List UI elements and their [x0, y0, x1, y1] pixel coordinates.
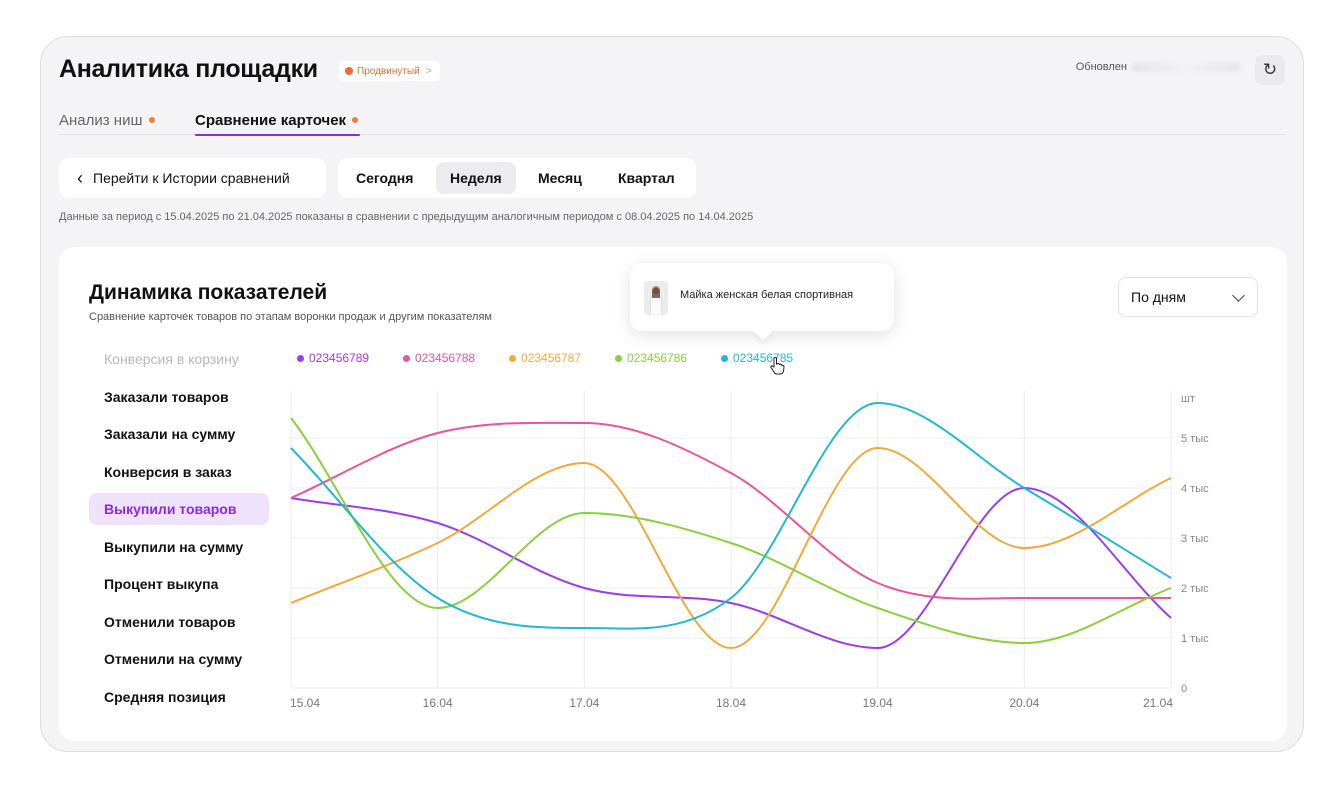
x-tick-label: 21.04: [1143, 696, 1173, 710]
legend-item[interactable]: 023456787: [509, 351, 581, 365]
plan-dot-icon: [345, 67, 353, 75]
metric-item[interactable]: Отменили на сумму: [104, 651, 243, 667]
app-window: Аналитика площадки Продвинутый > Обновле…: [40, 36, 1304, 752]
series-line[interactable]: [290, 446, 1172, 650]
tab-label: Сравнение карточек: [195, 111, 347, 129]
history-button[interactable]: ‹ Перейти к Истории сравнений: [59, 158, 326, 198]
legend-dot-icon: [509, 354, 516, 362]
tab-niche-analysis[interactable]: Анализ ниш: [59, 107, 155, 133]
metric-item[interactable]: Конверсия в корзину: [104, 351, 239, 367]
series-line[interactable]: [290, 417, 1172, 645]
plan-badge[interactable]: Продвинутый >: [339, 61, 440, 81]
x-tick-label: 20.04: [1009, 696, 1039, 710]
chevron-left-icon: ‹: [77, 168, 83, 188]
legend-label: 023456789: [309, 351, 370, 365]
y-tick-label: 4 тыс: [1181, 483, 1209, 495]
metric-item[interactable]: Средняя позиция: [104, 688, 226, 705]
series-line[interactable]: [290, 421, 1171, 600]
metric-item[interactable]: Выкупили на сумму: [104, 538, 244, 555]
new-indicator-dot: [352, 117, 359, 123]
updated-value-blurred: [1131, 62, 1241, 72]
refresh-icon: ↻: [1262, 60, 1278, 79]
y-tick-label: 2 тыс: [1181, 583, 1209, 595]
metric-item[interactable]: Отменили товаров: [104, 613, 236, 630]
tab-bar: Анализ ниш Сравнение карточек: [59, 103, 1285, 136]
line-chart: шт 0 1 тыс 2 тыс 3 тыс 4 тыс 5 тыс 15.04 16.04 17…: [290, 391, 1209, 710]
metrics-card: Динамика показателей Сравнение карточек …: [59, 247, 1287, 741]
hand-cursor-icon: [769, 357, 785, 380]
card-subtitle: Сравнение карточек товаров по этапам вор…: [89, 311, 492, 323]
x-tick-label: 18.04: [716, 696, 746, 710]
y-tick-label: 0: [1181, 683, 1187, 695]
updated-status: Обновлен: [1076, 61, 1241, 73]
tooltip-product-name: Майка женская белая спортивная: [680, 289, 854, 301]
new-indicator-dot: [148, 117, 155, 123]
metric-item[interactable]: Процент выкупа: [104, 576, 219, 592]
legend-label: 023456787: [521, 351, 582, 365]
legend-dot-icon: [721, 354, 728, 362]
legend-dot-icon: [615, 354, 622, 362]
history-button-label: Перейти к Истории сравнений: [93, 170, 290, 186]
legend-label: 023456788: [415, 351, 476, 365]
legend-dot-icon: [297, 354, 304, 362]
metric-item[interactable]: Выкупили товаров: [89, 493, 269, 525]
legend-item[interactable]: 023456786: [615, 351, 687, 365]
period-today[interactable]: Сегодня: [356, 170, 414, 186]
card-title: Динамика показателей: [89, 281, 328, 304]
page-title: Аналитика площадки: [59, 55, 318, 83]
tab-card-comparison[interactable]: Сравнение карточек: [195, 107, 361, 136]
legend-label: 023456785: [733, 351, 794, 365]
x-tick-label: 16.04: [423, 696, 453, 710]
metric-item[interactable]: Конверсия в заказ: [104, 463, 232, 480]
x-tick-label: 17.04: [569, 696, 599, 710]
legend-label: 023456786: [627, 351, 688, 365]
period-quarter[interactable]: Квартал: [618, 170, 675, 186]
chevron-right-icon: >: [425, 65, 432, 77]
y-tick-label: 5 тыс: [1181, 433, 1209, 445]
period-month[interactable]: Месяц: [538, 170, 582, 186]
y-axis-unit: шт: [1181, 393, 1195, 405]
legend-item[interactable]: 023456788: [403, 351, 475, 365]
period-week[interactable]: Неделя: [436, 162, 516, 194]
legend-dot-icon: [403, 354, 410, 362]
metric-item[interactable]: Заказали на сумму: [104, 426, 236, 442]
metric-item[interactable]: Заказали товаров: [104, 388, 229, 405]
product-thumbnail: [644, 281, 668, 315]
plan-badge-label: Продвинутый: [357, 65, 420, 77]
refresh-button[interactable]: ↻: [1255, 55, 1285, 85]
series-line[interactable]: [290, 401, 1172, 630]
x-tick-label: 19.04: [863, 696, 893, 710]
x-tick-label: 15.04: [290, 696, 320, 710]
updated-label: Обновлен: [1075, 61, 1127, 73]
dropdown-value: По дням: [1131, 289, 1186, 305]
tab-label: Анализ ниш: [59, 111, 143, 129]
granularity-dropdown[interactable]: По дням: [1118, 277, 1258, 317]
legend-item[interactable]: 023456785: [721, 351, 793, 365]
y-tick-label: 3 тыс: [1181, 533, 1209, 545]
period-note: Данные за период с 15.04.2025 по 21.04.2…: [59, 211, 754, 223]
legend-item[interactable]: 023456789: [297, 351, 369, 365]
header: Аналитика площадки Продвинутый > Обновле…: [59, 55, 1285, 85]
period-selector: Сегодня Неделя Месяц Квартал: [338, 158, 696, 198]
y-tick-label: 1 тыс: [1181, 633, 1209, 645]
product-tooltip: Майка женская белая спортивная: [630, 263, 894, 331]
